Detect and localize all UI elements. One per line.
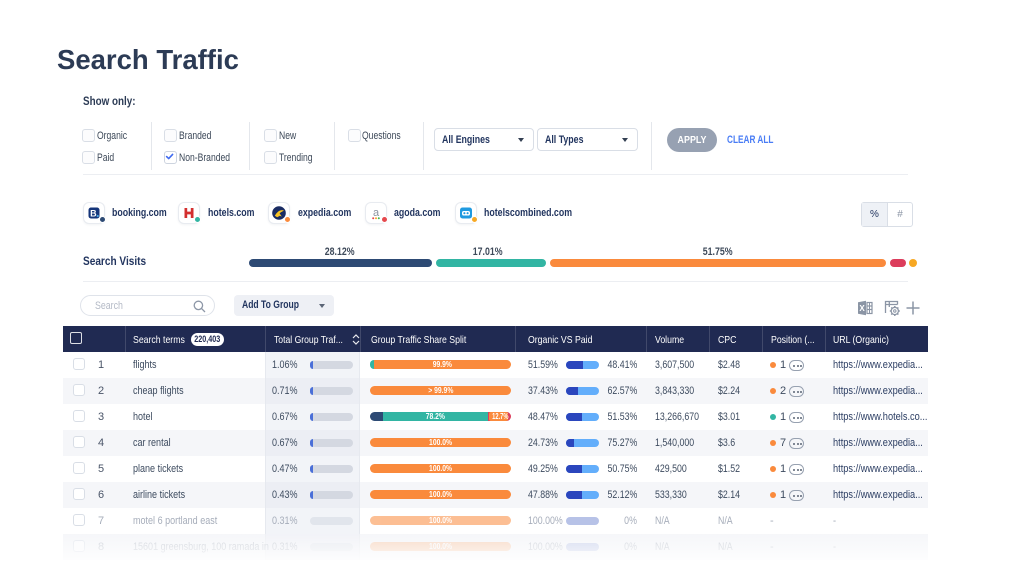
- svg-text:X: X: [859, 304, 865, 313]
- svg-text:a: a: [373, 207, 380, 219]
- svg-text:B: B: [90, 209, 97, 219]
